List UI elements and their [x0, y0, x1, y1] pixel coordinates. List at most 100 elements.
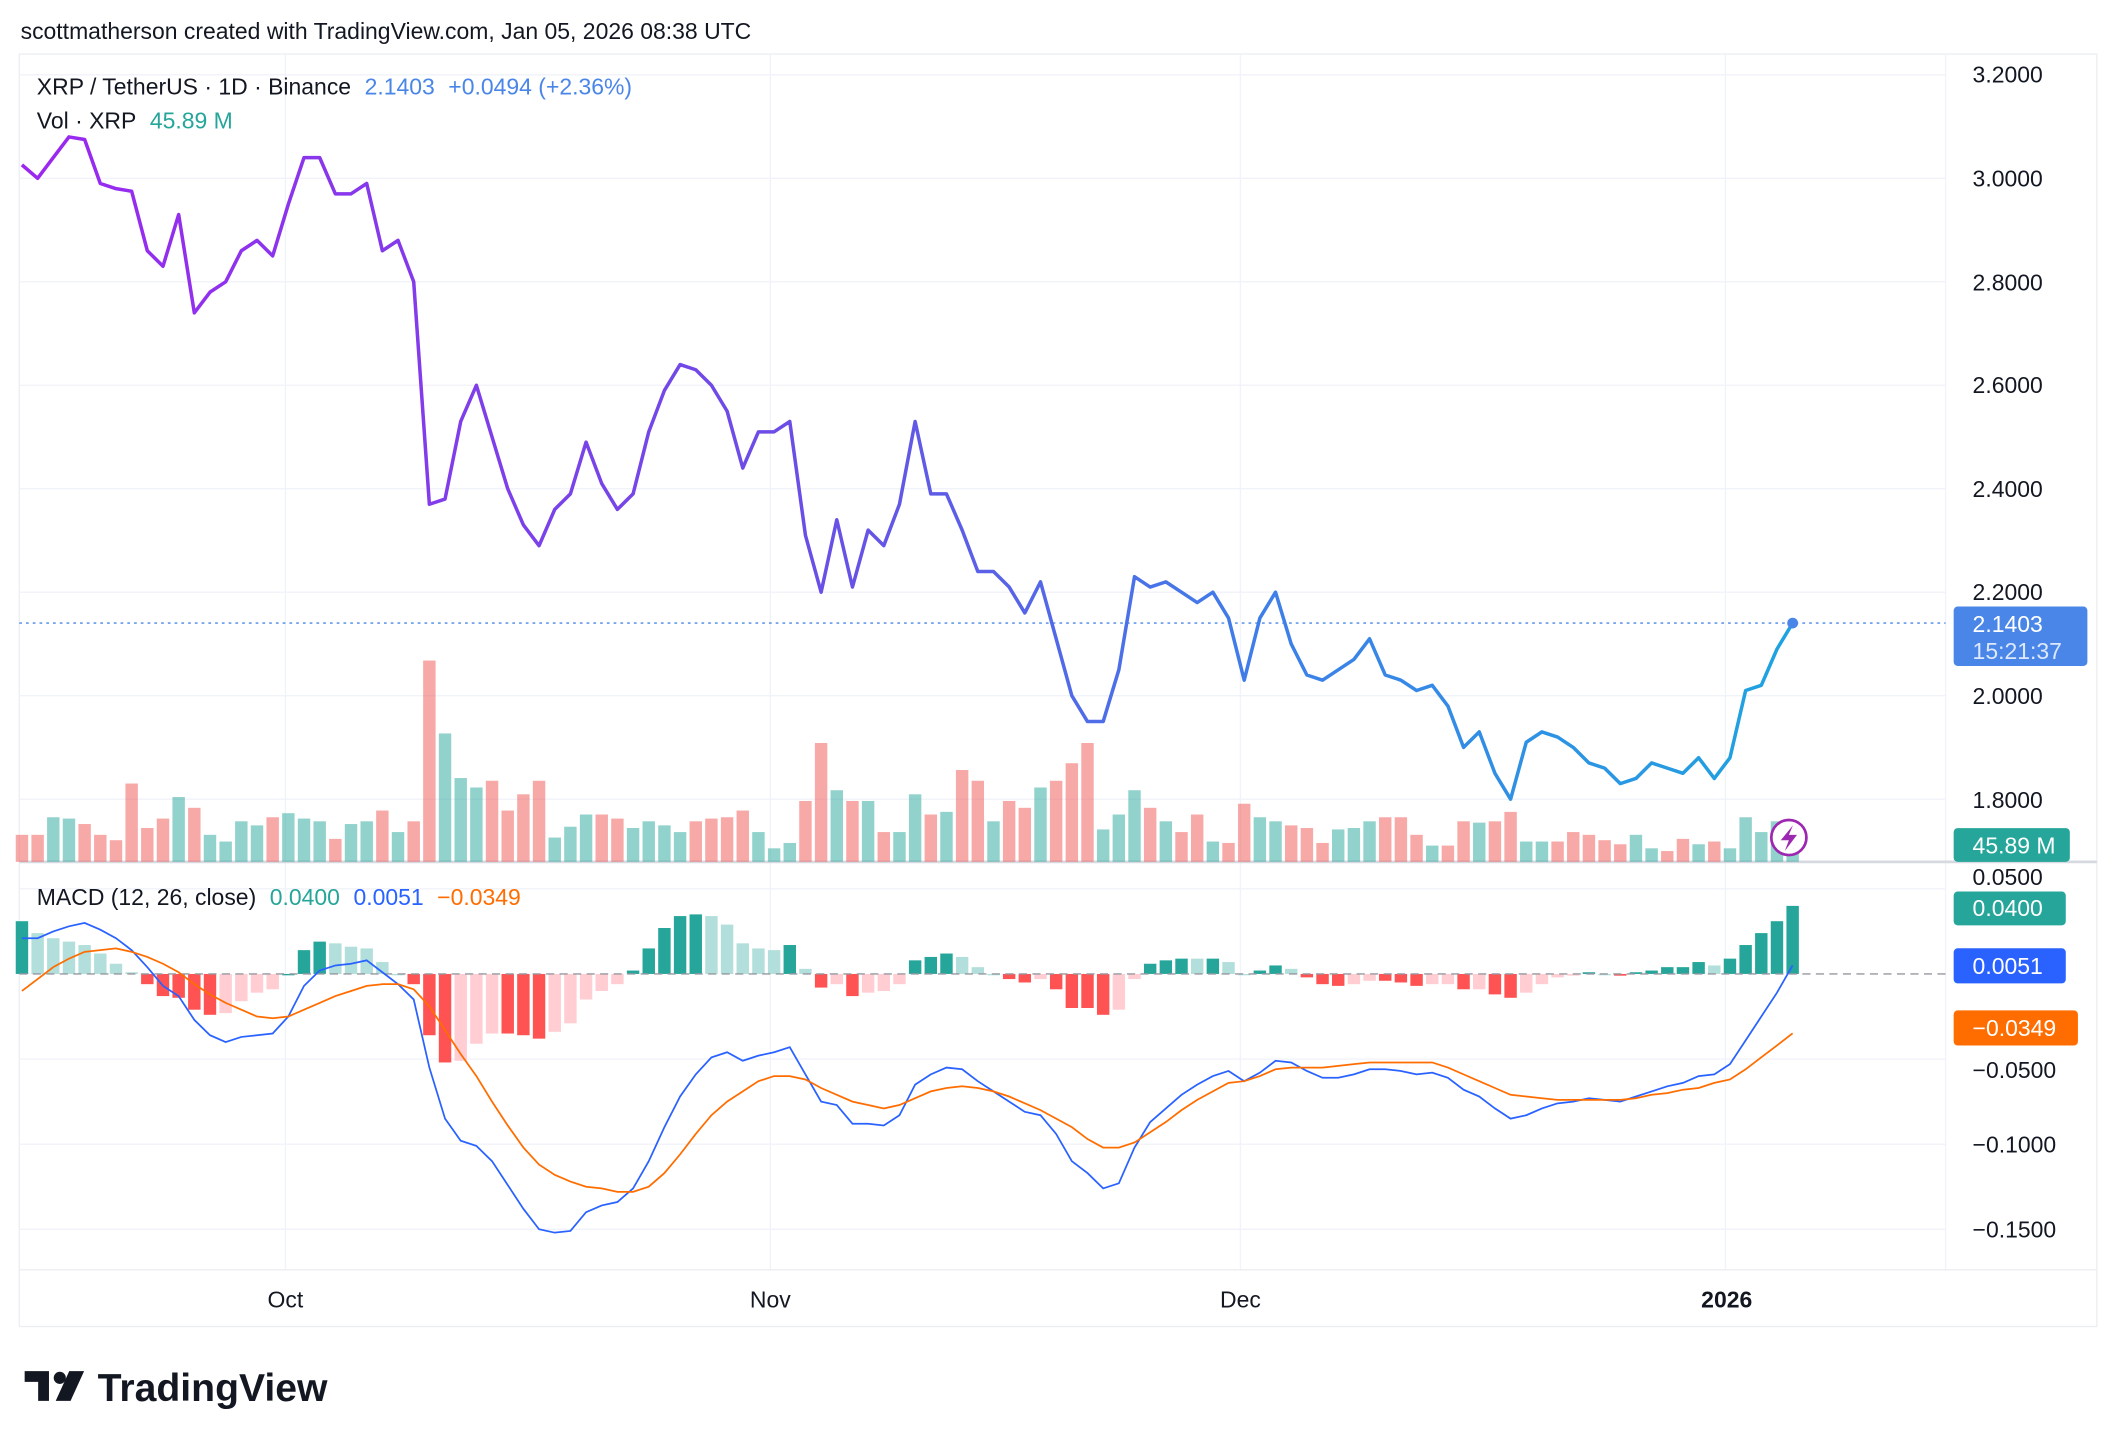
volume-bar	[454, 778, 467, 862]
volume-label[interactable]: Vol · XRP	[37, 107, 137, 133]
volume-bar	[1237, 803, 1251, 862]
symbol-label[interactable]: XRP / TetherUS · 1D · Binance	[37, 74, 351, 100]
macd-histogram-bar	[846, 973, 859, 997]
macd-histogram-bar	[313, 941, 326, 974]
volume-bar	[861, 801, 875, 862]
macd-line-badge: 0.0051	[1953, 948, 2066, 984]
time-axis[interactable]: Oct Nov Dec 2026	[268, 1287, 1753, 1313]
volume-bar	[846, 801, 859, 862]
macd-histogram-bar	[1332, 973, 1345, 986]
volume-bar	[1394, 817, 1408, 862]
time-tick: Nov	[750, 1287, 791, 1313]
macd-histogram-bar	[501, 973, 514, 1034]
volume-bar	[297, 818, 311, 862]
macd-histogram-bar	[109, 963, 123, 974]
macd-histogram-bar	[235, 973, 248, 1002]
volume-bar	[1284, 825, 1298, 862]
macd-histogram-bar	[1363, 973, 1376, 981]
volume-bar	[31, 834, 44, 862]
volume-bar	[1363, 821, 1376, 862]
volume-bar	[1614, 844, 1627, 862]
grid	[19, 54, 1946, 1270]
volume-bar	[1441, 845, 1455, 862]
last-price-badge: 2.1403 15:21:37	[1953, 606, 2088, 666]
macd-histogram-bar	[1394, 973, 1408, 983]
volume-bar	[391, 832, 405, 862]
volume-bar	[595, 814, 608, 862]
macd-histogram-bar	[282, 973, 295, 976]
macd-histogram-bar	[1473, 973, 1486, 990]
macd-histogram-bar	[1190, 958, 1204, 974]
price-tick: 3.0000	[1973, 165, 2043, 191]
macd-histogram-bar	[971, 967, 985, 974]
macd-title[interactable]: MACD (12, 26, close)	[37, 884, 256, 910]
macd-histogram-bar	[1002, 973, 1016, 980]
volume-bar	[1504, 811, 1517, 862]
macd-histogram-bar	[1049, 973, 1063, 990]
macd-histogram-bar	[250, 973, 264, 993]
countdown-timer: 15:21:37	[1973, 638, 2062, 664]
volume-bar	[1018, 807, 1032, 862]
volume-bar	[376, 810, 389, 862]
macd-histogram-bar	[1582, 972, 1596, 974]
macd-histogram-bar	[1284, 968, 1298, 974]
macd-histogram-bar	[799, 968, 812, 974]
macd-histogram-bar	[924, 956, 938, 974]
volume-value: 45.89 M	[150, 107, 233, 133]
volume-bar	[689, 821, 702, 862]
volume-bar	[814, 742, 828, 862]
macd-histogram-bar	[266, 973, 279, 990]
macd-tick: −0.1500	[1973, 1216, 2057, 1242]
volume-bar	[1755, 832, 1768, 862]
volume-bar	[1159, 821, 1173, 862]
macd-histogram-bar	[689, 914, 702, 974]
macd-histogram-bar	[1112, 973, 1126, 1010]
price-line	[20, 135, 1795, 801]
volume-bar	[1629, 834, 1643, 862]
volume-bar	[1488, 821, 1502, 862]
macd-histogram-bar	[1504, 973, 1517, 998]
macd-histogram-bar	[783, 945, 796, 974]
volume-bar	[94, 834, 107, 862]
volume-bar	[1582, 834, 1596, 862]
volume-bar	[1426, 845, 1439, 862]
volume-bar	[282, 813, 295, 862]
macd-histogram-bar	[532, 973, 546, 1039]
macd-histogram-bar	[720, 924, 734, 974]
volume-bar	[1222, 842, 1235, 862]
macd-histogram-bar	[1237, 973, 1251, 976]
macd-histogram-bar	[1206, 958, 1220, 974]
volume-bar	[1128, 790, 1141, 862]
volume-bar	[1692, 844, 1705, 862]
macd-signal-value: −0.0349	[437, 884, 521, 910]
macd-histogram-bar	[658, 928, 671, 974]
macd-histogram-bar	[1065, 973, 1079, 1008]
macd-axis[interactable]: 0.0500 −0.0500 −0.1000 −0.1500	[1973, 864, 2057, 1243]
volume-bar	[532, 780, 546, 862]
volume-bar	[626, 828, 640, 862]
volume-bar	[1379, 817, 1392, 862]
volume-bar	[1723, 848, 1737, 862]
macd-histogram-bar	[1614, 973, 1627, 976]
volume-bar	[470, 787, 483, 862]
macd-histogram-bar	[78, 945, 91, 974]
macd-histogram-bar	[814, 973, 828, 988]
macd-line-badge-value: 0.0051	[1973, 953, 2043, 979]
price-axis[interactable]: 3.2000 3.0000 2.8000 2.6000 2.4000 2.200…	[1973, 61, 2043, 812]
volume-bar	[767, 848, 781, 862]
macd-hist-badge-value: 0.0400	[1973, 895, 2043, 921]
lightning-icon[interactable]	[1769, 818, 1808, 857]
price-tick: 3.2000	[1973, 61, 2043, 87]
macd-histogram-bar	[188, 973, 201, 1010]
volume-bar	[1065, 763, 1079, 862]
macd-histogram-bar	[438, 973, 452, 1063]
macd-histogram-bar	[141, 973, 154, 985]
volume-bar	[1002, 801, 1016, 862]
volume-badge-value: 45.89 M	[1973, 833, 2056, 859]
volume-bar	[1034, 787, 1047, 862]
macd-line-value: 0.0051	[353, 884, 423, 910]
tradingview-logo[interactable]: TradingView	[24, 1367, 328, 1410]
